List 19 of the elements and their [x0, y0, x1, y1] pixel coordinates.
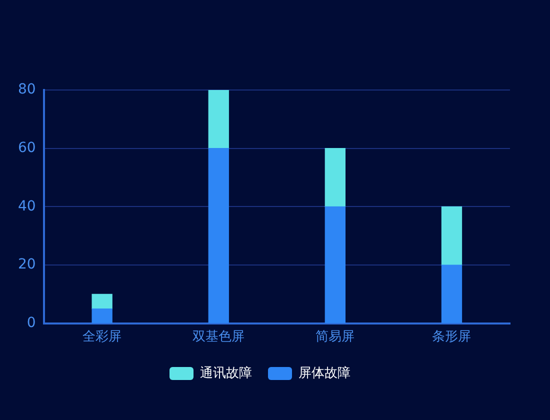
- bar: [441, 206, 462, 266]
- x-tick-label: 条形屏: [432, 330, 472, 345]
- bar: [324, 206, 346, 324]
- y-tick-label: 80: [18, 82, 36, 98]
- bar: [441, 264, 462, 324]
- bar: [208, 148, 229, 324]
- bar: [208, 90, 229, 149]
- legend-label: 屏体故障: [298, 366, 350, 381]
- y-tick-label: 60: [18, 140, 36, 156]
- x-tick-label: 双基色屏: [192, 330, 245, 345]
- x-tick-label: 简易屏: [316, 330, 355, 345]
- bar: [324, 148, 346, 208]
- y-tick-label: 20: [18, 256, 36, 273]
- y-tick-label: 0: [26, 315, 36, 332]
- y-tick-label: 40: [18, 198, 36, 214]
- x-tick-label: 全彩屏: [82, 330, 122, 345]
- bar: [92, 294, 112, 310]
- bar: [92, 308, 112, 324]
- legend-label: 通讯故障: [200, 366, 252, 381]
